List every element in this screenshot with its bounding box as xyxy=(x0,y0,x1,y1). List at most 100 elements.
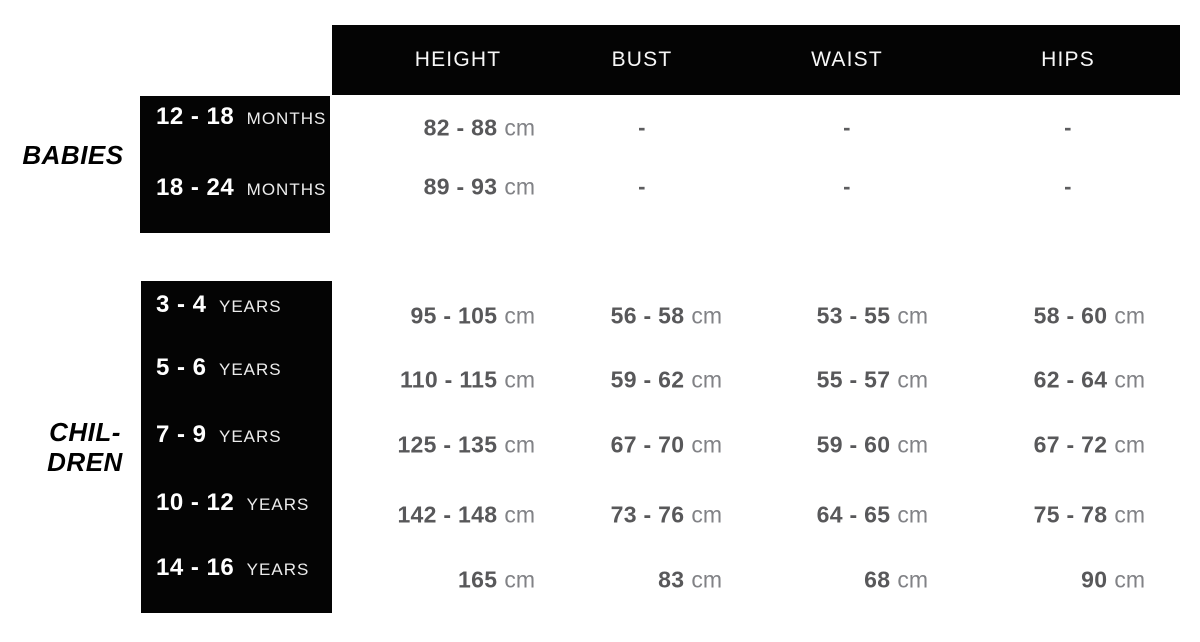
measurement-unit: cm xyxy=(1114,566,1145,593)
group-label-babies-text: BABIES xyxy=(22,140,124,170)
no-value-dash: - xyxy=(1064,174,1072,199)
measurement-value: 55 - 57 xyxy=(816,366,891,393)
no-value-dash: - xyxy=(638,115,646,140)
measurement-value: 82 - 88 xyxy=(423,114,498,141)
measurement-value: 68 xyxy=(864,566,891,593)
measurement-cell-bust: 59 - 62 cm xyxy=(611,367,722,394)
age-range: 5 - 6 xyxy=(156,354,207,381)
measurement-value: 67 - 70 xyxy=(610,431,685,458)
measurement-value: 95 - 105 xyxy=(410,302,498,329)
measurement-unit: cm xyxy=(691,566,722,593)
measurement-cell-waist: 68 cm xyxy=(864,567,928,594)
no-value-dash: - xyxy=(638,174,646,199)
group-label-babies: BABIES xyxy=(0,140,146,170)
measurement-unit: cm xyxy=(1114,366,1145,393)
measurement-cell-hips: 67 - 72 cm xyxy=(1034,432,1145,459)
measurement-cell-height: 95 - 105 cm xyxy=(411,303,535,330)
measurement-unit: cm xyxy=(504,366,535,393)
measurement-value: 83 xyxy=(658,566,685,593)
age-range-unit: YEARS xyxy=(246,495,310,514)
empty-cell-waist: - xyxy=(843,174,851,200)
age-range-unit: YEARS xyxy=(218,297,282,316)
age-range: 7 - 9 xyxy=(156,421,207,448)
column-header-waist: WAIST xyxy=(811,48,883,71)
measurement-cell-bust: 67 - 70 cm xyxy=(611,432,722,459)
measurement-value: 59 - 60 xyxy=(816,431,891,458)
age-row-5-6-years: 5 - 6 YEARS xyxy=(156,354,282,382)
measurement-unit: cm xyxy=(504,431,535,458)
measurement-unit: cm xyxy=(1114,431,1145,458)
age-range-unit: MONTHS xyxy=(246,180,327,199)
empty-cell-hips: - xyxy=(1064,115,1072,141)
measurement-cell-hips: 75 - 78 cm xyxy=(1034,502,1145,529)
empty-cell-hips: - xyxy=(1064,174,1072,200)
measurement-cell-height: 165 cm xyxy=(458,567,535,594)
measurement-cell-height: 89 - 93 cm xyxy=(424,174,535,201)
measurement-unit: cm xyxy=(691,431,722,458)
measurement-cell-height: 125 - 135 cm xyxy=(397,432,535,459)
no-value-dash: - xyxy=(843,115,851,140)
measurement-unit: cm xyxy=(897,566,928,593)
no-value-dash: - xyxy=(1064,115,1072,140)
measurement-unit: cm xyxy=(504,114,535,141)
measurement-cell-hips: 90 cm xyxy=(1081,567,1145,594)
measurement-cell-waist: 55 - 57 cm xyxy=(817,367,928,394)
age-range: 14 - 16 xyxy=(156,554,235,581)
measurement-cell-waist: 53 - 55 cm xyxy=(817,303,928,330)
group-label-children: CHIL- DREN xyxy=(0,417,170,477)
age-range-unit: YEARS xyxy=(218,427,282,446)
measurement-cell-waist: 64 - 65 cm xyxy=(817,502,928,529)
measurement-cell-bust: 73 - 76 cm xyxy=(611,502,722,529)
measurement-cell-bust: 56 - 58 cm xyxy=(611,303,722,330)
measurement-cell-height: 110 - 115 cm xyxy=(400,367,535,394)
age-range: 10 - 12 xyxy=(156,489,235,516)
measurement-cell-height: 142 - 148 cm xyxy=(397,502,535,529)
measurement-unit: cm xyxy=(897,431,928,458)
measurement-value: 75 - 78 xyxy=(1033,501,1108,528)
column-header-hips: HIPS xyxy=(1041,48,1095,71)
age-row-3-4-years: 3 - 4 YEARS xyxy=(156,291,282,319)
empty-cell-bust: - xyxy=(638,115,646,141)
measurement-value: 64 - 65 xyxy=(816,501,891,528)
measurement-unit: cm xyxy=(691,501,722,528)
age-row-14-16-years: 14 - 16 YEARS xyxy=(156,554,309,582)
measurement-unit: cm xyxy=(504,501,535,528)
measurement-cell-height: 82 - 88 cm xyxy=(424,115,535,142)
measurement-value: 58 - 60 xyxy=(1033,302,1108,329)
age-range: 12 - 18 xyxy=(156,103,235,130)
age-row-18-24-months: 18 - 24 MONTHS xyxy=(156,174,326,202)
age-range-unit: YEARS xyxy=(246,560,310,579)
measurement-cell-hips: 58 - 60 cm xyxy=(1034,303,1145,330)
age-range: 3 - 4 xyxy=(156,291,207,318)
measurement-value: 90 xyxy=(1081,566,1108,593)
measurement-unit: cm xyxy=(897,501,928,528)
measurement-unit: cm xyxy=(691,302,722,329)
age-row-12-18-months: 12 - 18 MONTHS xyxy=(156,103,326,131)
measurement-value: 73 - 76 xyxy=(610,501,685,528)
age-row-7-9-years: 7 - 9 YEARS xyxy=(156,421,282,449)
measurement-value: 62 - 64 xyxy=(1033,366,1108,393)
measurement-unit: cm xyxy=(504,173,535,200)
age-range-unit: MONTHS xyxy=(246,109,327,128)
measurement-unit: cm xyxy=(1114,302,1145,329)
measurement-cell-bust: 83 cm xyxy=(658,567,722,594)
empty-cell-waist: - xyxy=(843,115,851,141)
measurement-value: 59 - 62 xyxy=(610,366,685,393)
age-range: 18 - 24 xyxy=(156,174,235,201)
measurement-unit: cm xyxy=(897,302,928,329)
measurement-unit: cm xyxy=(691,366,722,393)
no-value-dash: - xyxy=(843,174,851,199)
measurement-value: 142 - 148 xyxy=(397,501,498,528)
measurement-cell-waist: 59 - 60 cm xyxy=(817,432,928,459)
measurement-value: 89 - 93 xyxy=(423,173,498,200)
empty-cell-bust: - xyxy=(638,174,646,200)
children-age-box xyxy=(141,281,332,613)
measurement-unit: cm xyxy=(504,566,535,593)
measurement-value: 110 - 115 xyxy=(399,366,498,393)
column-header-height: HEIGHT xyxy=(414,48,502,71)
age-range-unit: YEARS xyxy=(218,360,282,379)
group-label-children-line1: CHIL- xyxy=(49,417,121,447)
column-header-bar xyxy=(332,25,1180,95)
measurement-unit: cm xyxy=(504,302,535,329)
